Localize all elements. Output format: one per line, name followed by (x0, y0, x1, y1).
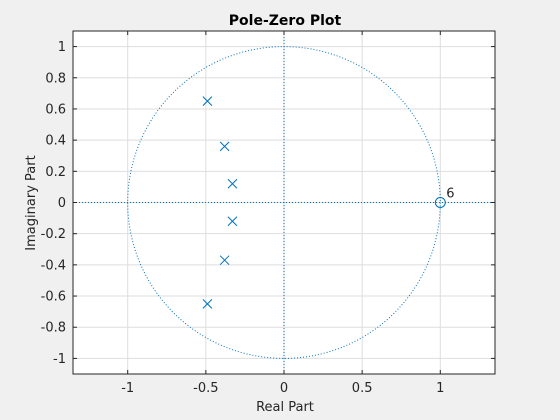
y-tick-label: 0 (58, 196, 66, 211)
y-axis-label: Imaginary Part (24, 155, 39, 250)
reference-guides (73, 31, 495, 374)
y-tick-label: 0.8 (45, 71, 66, 86)
x-tick-label: 1 (436, 381, 444, 396)
y-tick-label: 0.6 (45, 102, 66, 117)
pole-marker (227, 178, 238, 189)
pole-marker (202, 298, 213, 309)
x-tick-label: -0.5 (193, 381, 218, 396)
y-tick-label: -0.6 (41, 290, 66, 305)
pole-marker (227, 216, 238, 227)
x-tick-label: 0.5 (352, 381, 373, 396)
y-tick-label: 0.4 (45, 134, 66, 149)
tick-labels: -1 -0.5 0 0.5 1 -1 -0.8 -0.6 -0.4 -0.2 0 0.2 0.4 0.6 0… (41, 40, 445, 396)
pole-marker (202, 96, 213, 107)
zero-multiplicity-label: 6 (446, 187, 454, 202)
y-tick-label: -0.8 (41, 321, 66, 336)
x-axis-label: Real Part (256, 400, 314, 415)
y-tick-label: 1 (58, 40, 66, 55)
chart-title: Pole-Zero Plot (229, 13, 342, 29)
zero-marker (434, 197, 446, 208)
y-tick-label: -0.2 (41, 227, 66, 242)
x-tick-label: 0 (280, 381, 288, 396)
x-tick-label: -1 (121, 381, 134, 396)
pole-zero-marks: 6 (202, 96, 455, 309)
tick-marks (73, 31, 495, 374)
pole-marker (219, 255, 230, 266)
pole-marker (219, 141, 230, 152)
y-tick-label: 0.2 (45, 165, 66, 180)
y-tick-label: -0.4 (41, 258, 66, 273)
y-tick-label: -1 (53, 352, 66, 367)
